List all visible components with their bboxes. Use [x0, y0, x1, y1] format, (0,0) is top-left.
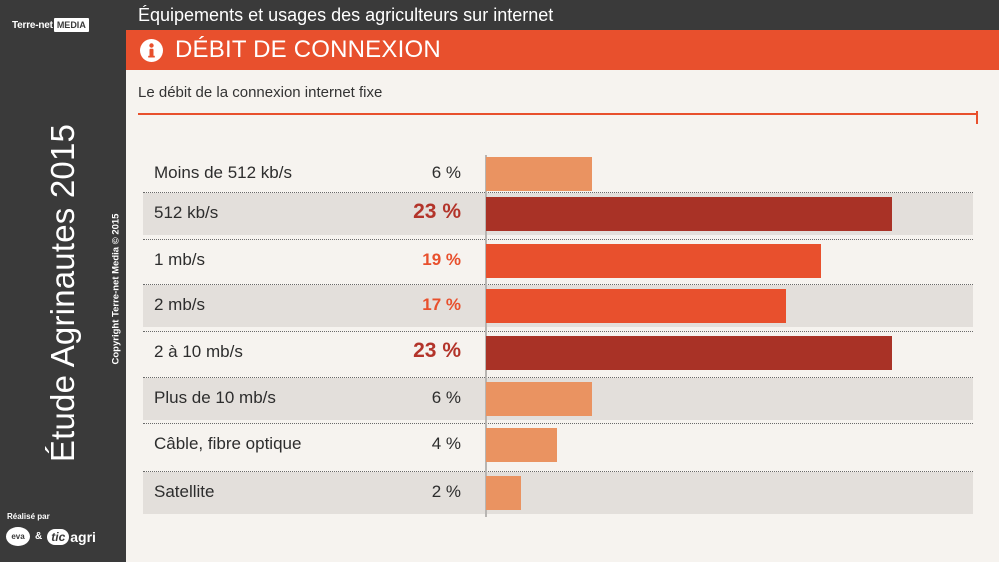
- row-separator: [143, 471, 973, 472]
- bar: [486, 244, 821, 278]
- ticagri-logo-agri: agri: [70, 528, 96, 545]
- category-label: 512 kb/s: [154, 203, 219, 222]
- subtitle-underline: [138, 113, 976, 115]
- terre-net-media-logo: Terre-net MEDIA: [12, 14, 89, 36]
- section-title: DÉBIT DE CONNEXION: [175, 36, 441, 63]
- category-label: Plus de 10 mb/s: [154, 388, 276, 407]
- ampersand: &: [35, 531, 43, 542]
- bar: [486, 476, 521, 510]
- ticagri-logo-tic: tic: [47, 528, 70, 545]
- category-label: 2 à 10 mb/s: [154, 342, 243, 361]
- row-separator: [143, 423, 973, 424]
- bar: [486, 157, 592, 191]
- category-label: Satellite: [154, 482, 215, 501]
- section-banner: DÉBIT DE CONNEXION: [126, 30, 999, 70]
- row-separator: [143, 239, 973, 240]
- value-label: 23 %: [413, 339, 461, 362]
- value-label: 4 %: [431, 434, 461, 453]
- eva-logo: eva: [6, 527, 30, 546]
- value-label: 23 %: [413, 200, 461, 223]
- category-label: 2 mb/s: [154, 295, 206, 314]
- category-label: Câble, fibre optique: [154, 434, 302, 453]
- made-by-label: Réalisé par: [7, 512, 50, 521]
- logo-text-terre-net: Terre-net: [12, 19, 53, 31]
- row-separator: [143, 377, 973, 378]
- header-bar: Équipements et usages des agriculteurs s…: [126, 0, 999, 30]
- value-label: 17 %: [422, 295, 461, 314]
- value-label: 2 %: [431, 482, 461, 501]
- subtitle-underline-end: [976, 111, 978, 124]
- category-label: 1 mb/s: [154, 250, 206, 269]
- bar: [486, 197, 892, 231]
- value-label: 6 %: [431, 388, 461, 407]
- row-separator: [143, 192, 973, 193]
- logo-text-media: MEDIA: [53, 18, 89, 32]
- value-label: 19 %: [422, 250, 461, 269]
- info-icon: [140, 39, 163, 62]
- value-label: 6 %: [431, 163, 461, 182]
- bar: [486, 289, 786, 323]
- row-background: [143, 472, 973, 514]
- category-label: Moins de 512 kb/s: [154, 163, 292, 182]
- partner-logos: eva & tic agri: [6, 527, 96, 546]
- row-separator: [143, 331, 973, 332]
- bar: [486, 428, 557, 462]
- bar: [486, 382, 592, 416]
- row-separator: [143, 284, 973, 285]
- sidebar: Terre-net MEDIA Étude Agrinautes 2015 Co…: [0, 0, 126, 562]
- ticagri-logo: tic agri: [47, 528, 96, 545]
- bar: [486, 336, 892, 370]
- page-title: Équipements et usages des agriculteurs s…: [138, 5, 554, 25]
- chart-title: Le débit de la connexion internet fixe: [138, 84, 383, 101]
